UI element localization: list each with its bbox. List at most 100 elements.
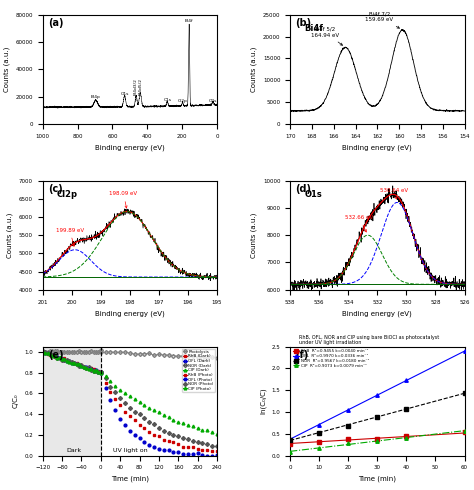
- Text: Cl2p: Cl2p: [56, 190, 78, 199]
- OFL (Photo): [180, 451, 186, 457]
- Text: C1s: C1s: [164, 98, 171, 101]
- RhB (Photo): [171, 439, 176, 445]
- NOR (Photo): [127, 405, 133, 411]
- X-axis label: Binding energy (eV): Binding energy (eV): [95, 310, 164, 317]
- Photolysis: [79, 349, 84, 355]
- Photolysis: [52, 348, 58, 354]
- Text: (e): (e): [48, 350, 64, 360]
- Photolysis: [74, 348, 80, 354]
- OFL (Photo): [214, 452, 220, 458]
- RhB (Dark): [40, 349, 46, 355]
- RhB (Dark): [55, 354, 60, 360]
- RhB (Dark): [81, 364, 87, 369]
- OFL (Dark): [91, 368, 96, 373]
- NOR (Dark): [47, 351, 53, 357]
- CIP (Photo): [142, 402, 147, 408]
- RhB (Photo): [190, 444, 196, 450]
- OFL (Dark): [45, 350, 50, 356]
- Line: NOR (Photo): NOR (Photo): [100, 371, 219, 447]
- CIP (Photo): [146, 405, 152, 411]
- NOR (Photo): [112, 389, 118, 395]
- Photolysis: [132, 351, 137, 357]
- Photolysis: [166, 352, 172, 358]
- OFL (Dark): [47, 351, 53, 357]
- CIP (Dark): [95, 369, 101, 375]
- Photolysis: [71, 348, 77, 354]
- NOR (Photo): [204, 441, 210, 447]
- Photolysis: [204, 355, 210, 361]
- OFL (Dark): [40, 349, 46, 355]
- CIP (Photo): [185, 422, 191, 428]
- Photolysis: [86, 349, 91, 355]
- Text: O1s: O1s: [120, 92, 129, 96]
- RhB (Dark): [98, 370, 104, 376]
- OFL (Dark): [98, 369, 104, 375]
- OFL (Photo): [200, 452, 205, 458]
- NOR (Photo): [142, 416, 147, 421]
- Photolysis: [127, 350, 133, 356]
- RhB (Dark): [91, 366, 96, 371]
- RhB (Dark): [49, 353, 55, 359]
- Photolysis: [175, 353, 181, 359]
- Photolysis: [161, 352, 166, 358]
- Line: CIP (Dark): CIP (Dark): [41, 351, 102, 374]
- CIP (Dark): [57, 354, 63, 360]
- NOR (Photo): [103, 375, 109, 381]
- NOR (Dark): [88, 367, 94, 373]
- NOR (Dark): [98, 369, 104, 375]
- Photolysis: [83, 349, 89, 355]
- Photolysis: [62, 349, 67, 355]
- RhB (Photo): [108, 389, 113, 394]
- Photolysis: [200, 355, 205, 361]
- Y-axis label: Counts (a.u.): Counts (a.u.): [3, 47, 10, 92]
- Line: RhB (Dark): RhB (Dark): [41, 351, 102, 374]
- NOR (Photo): [156, 425, 162, 431]
- NOR (Dark): [86, 365, 91, 370]
- NOR (Photo): [210, 443, 215, 449]
- RhB (Dark): [57, 355, 63, 361]
- OFL (Dark): [62, 357, 67, 363]
- RhB (Photo): [195, 446, 201, 452]
- RhB (Photo): [210, 448, 215, 454]
- CIP (Photo): [166, 414, 172, 420]
- Legend: Photolysis, RhB (Dark), OFL (Dark), NOR (Dark), CIP (Dark), RhB (Photo), OFL (Ph: Photolysis, RhB (Dark), OFL (Dark), NOR …: [182, 348, 215, 392]
- X-axis label: Binding energy (eV): Binding energy (eV): [95, 144, 164, 150]
- OFL (Photo): [132, 432, 137, 438]
- CIP (Photo): [161, 412, 166, 418]
- Text: (d): (d): [295, 184, 311, 194]
- OFL (Dark): [59, 356, 65, 362]
- NOR (Photo): [137, 412, 142, 417]
- NOR (Dark): [81, 364, 87, 369]
- CIP (Dark): [79, 363, 84, 369]
- CIP (Dark): [45, 350, 50, 356]
- CIP (Photo): [204, 427, 210, 433]
- CIP (Photo): [117, 387, 123, 393]
- CIP (Photo): [195, 425, 201, 431]
- OFL (Dark): [55, 354, 60, 360]
- NOR (Photo): [195, 439, 201, 444]
- Photolysis: [55, 348, 60, 354]
- NOR (Photo): [166, 430, 172, 436]
- OFL (Photo): [185, 451, 191, 457]
- OFL (Photo): [122, 422, 128, 428]
- CIP (Dark): [83, 365, 89, 370]
- NOR (Photo): [98, 369, 104, 375]
- NOR (Dark): [66, 358, 72, 364]
- OFL (Dark): [95, 368, 101, 374]
- CIP (Dark): [64, 358, 70, 364]
- Y-axis label: C/C₀: C/C₀: [13, 394, 18, 409]
- CIP (Dark): [69, 360, 74, 366]
- Photolysis: [214, 355, 220, 361]
- Photolysis: [57, 349, 63, 355]
- NOR (Dark): [71, 361, 77, 367]
- Text: O1s: O1s: [304, 190, 322, 199]
- Text: Cl2p: Cl2p: [178, 99, 187, 103]
- NOR (Photo): [151, 421, 157, 427]
- Photolysis: [40, 349, 46, 355]
- Text: Bi4d5/2: Bi4d5/2: [138, 78, 142, 95]
- CIP (Dark): [71, 360, 77, 366]
- RhB (Dark): [71, 360, 77, 366]
- OFL (Photo): [103, 385, 109, 391]
- CIP (Photo): [151, 407, 157, 413]
- OFL (Dark): [83, 365, 89, 370]
